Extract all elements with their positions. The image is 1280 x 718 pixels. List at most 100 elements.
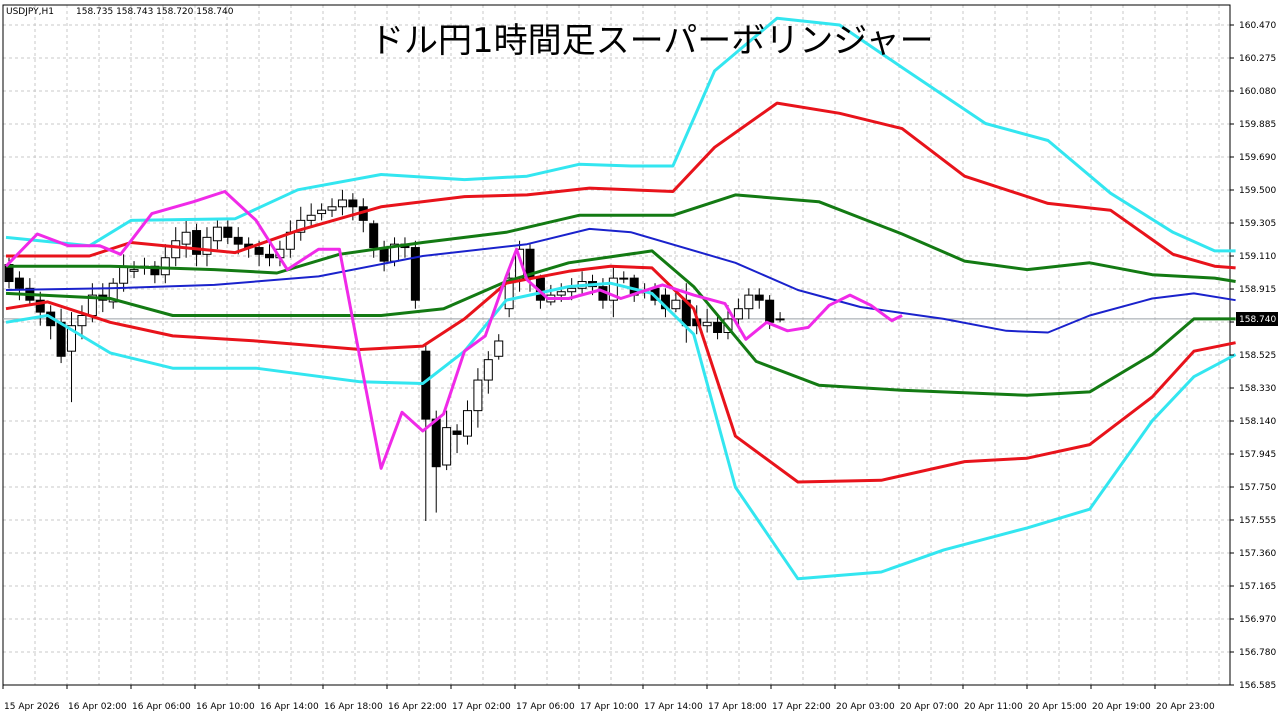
candle [223,220,233,245]
x-tick-label: 20 Apr 11:00 [964,702,1023,712]
candle [129,261,139,279]
candle [202,227,212,267]
candle [212,220,222,250]
candle-body-up [67,325,77,352]
candle [317,203,327,221]
candle-body-up [202,236,212,255]
candle [67,312,77,403]
x-tick-label: 20 Apr 19:00 [1092,702,1151,712]
candle [619,271,629,284]
candle-body-down [713,321,723,333]
candle-body-up [744,294,754,310]
candle-body-up [160,257,170,276]
indicator-lines [4,16,1237,581]
candle-body-up [473,379,483,412]
x-tick-label: 16 Apr 10:00 [196,702,255,712]
candle [754,288,764,309]
candle-body-up [108,282,118,303]
current-price-label: 158.740 [1239,315,1276,325]
chart-header: USDJPY,H1 158.735 158.743 158.720 158.74… [6,7,234,17]
candle [337,189,347,216]
y-tick-label: 156.585 [1239,681,1276,691]
x-tick-label: 17 Apr 22:00 [772,702,831,712]
candle-body-down [452,430,462,435]
candle-body-down [348,199,358,208]
candle-body-down [35,299,45,313]
candle-body-up [212,226,222,242]
candle-body-down [233,236,243,245]
candle-body-up [181,231,191,245]
y-tick-label: 157.945 [1239,450,1276,460]
candle [702,308,712,333]
candle [421,342,431,522]
candle-body-up [702,321,712,327]
candle [733,298,743,326]
candle-body-down [56,321,66,357]
x-tick-label: 20 Apr 15:00 [1028,702,1087,712]
y-tick-label: 159.500 [1239,186,1276,196]
series-line-lower2 [5,264,1236,484]
candle [410,240,420,309]
candle-body-up [775,318,785,321]
candle [108,278,118,309]
y-tick-label: 160.470 [1239,21,1276,31]
candle [473,368,483,428]
candle-body-up [171,240,181,259]
candle [608,266,618,318]
y-tick-label: 156.780 [1239,648,1276,658]
y-tick-label: 160.275 [1239,54,1276,64]
candle-body-up [317,209,327,215]
candle [744,288,754,319]
candle [775,312,785,323]
series-line-upper1 [6,193,1236,283]
y-tick-label: 158.915 [1239,285,1276,295]
y-tick-label: 157.750 [1239,483,1276,493]
x-tick-label: 17 Apr 02:00 [452,702,511,712]
candle-body-down [223,226,233,238]
x-tick-label: 17 Apr 10:00 [580,702,639,712]
candle-body-up [327,206,337,211]
candle [713,315,723,340]
candle-body-up [442,427,452,466]
candle-body-up [556,291,566,296]
x-tick-label: 16 Apr 06:00 [132,702,191,712]
candle-body-up [504,277,514,310]
x-tick-label: 16 Apr 02:00 [68,702,127,712]
y-tick-label: 156.970 [1239,615,1276,625]
x-tick-label: 17 Apr 14:00 [644,702,703,712]
y-tick-label: 160.080 [1239,87,1276,97]
time-axis: 15 Apr 2026 16 Apr 02:00 16 Apr 06:00 16 Ap… [2,685,1215,712]
series-line-lag [4,190,903,470]
x-tick-label: 16 Apr 22:00 [388,702,447,712]
y-tick-label: 157.360 [1239,549,1276,559]
candle [77,305,87,340]
candle-body-up [733,308,743,320]
candle-body-up [462,410,472,437]
candle [160,244,170,284]
x-tick-label: 20 Apr 23:00 [1156,702,1215,712]
candle-body-up [494,340,504,357]
candle [494,334,504,360]
y-tick-label: 157.555 [1239,516,1276,526]
y-tick-label: 158.140 [1239,417,1276,427]
candle [306,203,316,228]
candle-body-down [421,350,431,420]
candle-body-down [410,247,420,301]
candle [504,266,514,318]
candle-body-up [119,265,129,284]
candle-body-down [254,247,264,255]
candle-body-down [14,277,24,289]
series-line-middle [5,227,1236,334]
candle-body-down [754,294,764,301]
candle [483,351,493,394]
series-line-lower3 [5,281,1237,581]
candle-body-down [431,418,441,468]
candle-body-down [192,230,202,255]
symbol-label: USDJPY,H1 [6,7,54,17]
candle [233,227,243,255]
candle [296,206,306,241]
candle [462,400,472,445]
y-tick-label: 158.525 [1239,351,1276,361]
